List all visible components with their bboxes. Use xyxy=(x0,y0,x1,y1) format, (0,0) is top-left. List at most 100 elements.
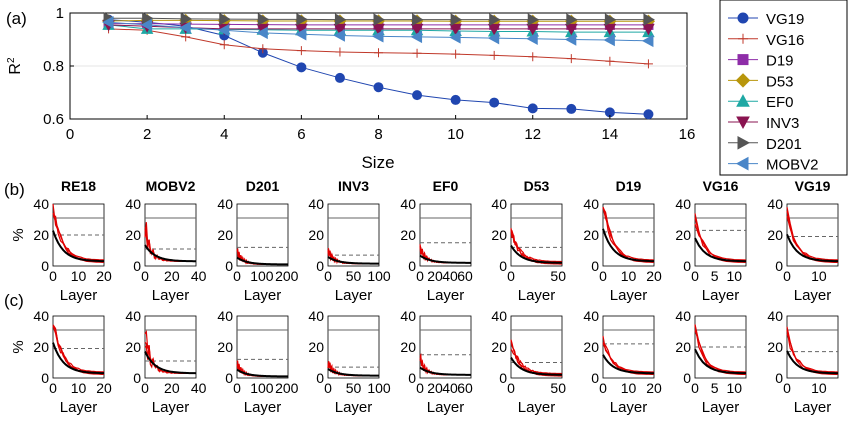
data-point xyxy=(489,13,501,26)
layer-curve-mean xyxy=(602,228,655,263)
row-label-b: (b) xyxy=(4,180,25,199)
panel-a-xticks: 0 2 4 6 8 10 12 14 16 xyxy=(66,115,695,143)
data-point xyxy=(605,56,615,66)
small-panel-frame xyxy=(694,203,747,267)
data-point xyxy=(140,18,153,32)
panel-a-xtick-label: 14 xyxy=(602,126,619,143)
small-xtick-label: 0 xyxy=(233,268,241,284)
legend-marker xyxy=(738,33,748,44)
small-xtick-label: 0 xyxy=(691,380,699,396)
small-panel-frame xyxy=(510,203,563,267)
series-vg19 xyxy=(103,14,654,120)
data-point xyxy=(642,23,655,36)
legend-marker xyxy=(737,135,751,150)
small-ytick-label: 40 xyxy=(767,308,783,324)
layer-curve-red xyxy=(786,333,839,376)
small-ytick-label: 20 xyxy=(767,227,783,243)
small-xtick-label: 60 xyxy=(457,268,473,284)
small-xtick-label: 20 xyxy=(96,268,112,284)
small-xtick-label: 10 xyxy=(71,380,87,396)
small-xtick-label: 200 xyxy=(275,380,299,396)
legend-label: VG16 xyxy=(766,32,804,49)
small-xtick-label: 10 xyxy=(621,268,637,284)
legend-label: D19 xyxy=(766,53,794,70)
small-xtick-label: 40 xyxy=(191,268,207,284)
layer-curve-mean xyxy=(236,256,289,266)
panel-a-xtick-label: 4 xyxy=(220,126,228,143)
data-point xyxy=(412,13,424,26)
panel-a-ylabel: R2 xyxy=(6,57,24,75)
small-xlabel: Layer xyxy=(152,399,190,416)
data-point xyxy=(373,13,385,26)
small-ytick-label: 20 xyxy=(125,227,141,243)
legend-label: VG19 xyxy=(766,11,804,28)
series-d201 xyxy=(103,12,655,26)
small-ytick-label: 40 xyxy=(675,308,691,324)
small-xlabel: Layer xyxy=(610,287,648,304)
small-xtick-label: 100 xyxy=(367,268,391,284)
legend-label: MOBV2 xyxy=(766,157,819,174)
data-point xyxy=(180,12,193,26)
small-ytick-label: 40 xyxy=(491,308,507,324)
small-xtick-label: 100 xyxy=(367,380,391,396)
small-ytick-label: 40 xyxy=(583,196,599,212)
legend-marker xyxy=(737,12,749,24)
small-xtick-label: 0 xyxy=(599,268,607,284)
small-xtick-label: 5 xyxy=(711,380,719,396)
small-ytick-label: 0 xyxy=(683,258,691,274)
layer-curve-red xyxy=(327,249,380,265)
layer-curve-mean xyxy=(786,233,839,263)
small-ytick-label: 40 xyxy=(125,308,141,324)
data-point xyxy=(527,13,540,26)
small-panel-frame xyxy=(327,315,380,379)
small-panel-c-re18: 0 20 40 0 10 20 Layer% xyxy=(10,308,112,416)
small-ytick-label: 20 xyxy=(491,339,507,355)
small-ytick-label: 0 xyxy=(775,258,783,274)
small-ytick-label: 20 xyxy=(583,339,599,355)
panel-a-yticks: 0.6 0.8 1 xyxy=(43,5,74,128)
small-xtick-label: 200 xyxy=(275,268,299,284)
panel-a: (a) 0 2 4 6 8 10 12 14 16 0.60.81 Size R2 xyxy=(6,5,695,172)
data-point xyxy=(372,23,385,36)
legend-entry-d201: D201 xyxy=(728,136,802,153)
layer-curve-red xyxy=(602,341,655,373)
small-panel-frame xyxy=(602,315,655,379)
small-xlabel: Layer xyxy=(335,399,373,416)
small-ytick-label: 40 xyxy=(308,308,324,324)
layer-curve-red xyxy=(52,324,105,375)
data-point xyxy=(566,54,576,64)
small-panel-c-vg19: 0 20 40 0 10 Layer xyxy=(767,308,839,416)
data-point xyxy=(564,33,577,46)
small-panel-title: RE18 xyxy=(61,178,96,194)
small-xlabel: Layer xyxy=(518,399,556,416)
small-xtick-label: 20 xyxy=(646,380,662,396)
small-xtick-label: 50 xyxy=(346,268,362,284)
layer-curve-red xyxy=(144,227,197,262)
small-ytick-label: 0 xyxy=(591,258,599,274)
data-point xyxy=(449,23,462,36)
layer-curve-mean xyxy=(694,237,747,263)
legend: VG19 VG16 D19 D53 EF0 INV3 D201 MOBV2 xyxy=(719,0,848,176)
small-xtick-label: 20 xyxy=(96,380,112,396)
layer-curve-red xyxy=(510,340,563,375)
small-panel-title: D53 xyxy=(524,178,550,194)
small-xtick-label: 0 xyxy=(599,380,607,396)
small-panel-frame xyxy=(236,203,289,267)
legend-label: D53 xyxy=(766,73,794,90)
small-ytick-label: 40 xyxy=(767,196,783,212)
panel-a-xtick-label: 10 xyxy=(447,126,464,143)
small-ytick-label: 0 xyxy=(316,370,324,386)
legend-marker xyxy=(735,73,751,88)
small-ytick-label: 40 xyxy=(675,196,691,212)
small-xtick-label: 0 xyxy=(324,268,332,284)
layer-curve-red xyxy=(510,229,563,264)
legend-entry-d19: D19 xyxy=(728,53,794,70)
small-xtick-label: 0 xyxy=(141,380,149,396)
small-ytick-label: 40 xyxy=(33,308,49,324)
small-panel-title: D201 xyxy=(246,178,280,194)
data-point xyxy=(451,49,461,59)
small-panel-b-d53: 0 20 40 0 50 Layer xyxy=(491,196,566,304)
small-panel-frame xyxy=(510,315,563,379)
small-ytick-label: 40 xyxy=(217,196,233,212)
